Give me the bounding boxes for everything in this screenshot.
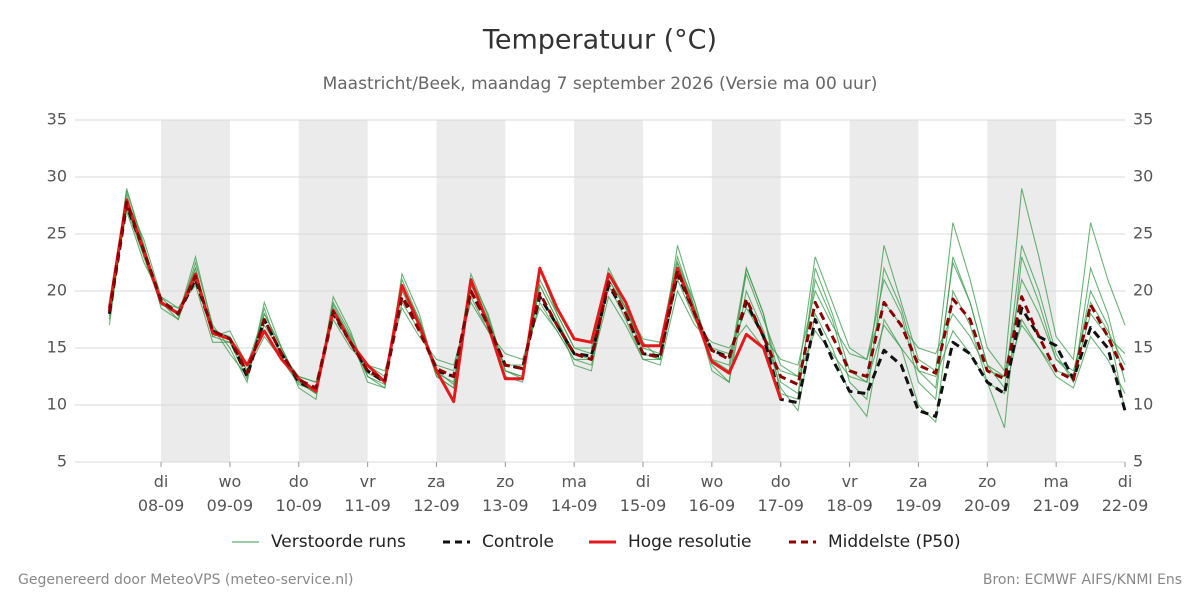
legend-label: Controle [482,532,554,552]
chart-subtitle: Maastricht/Beek, maandag 7 september 202… [323,74,878,94]
x-tick-label: di 08-09 [138,472,185,515]
y-tick-label-right: 25 [1133,224,1153,243]
y-tick-label: 20 [47,281,67,300]
x-tick-label: za 12-09 [413,472,460,515]
x-tick-label: za 19-09 [895,472,942,515]
y-tick-label: 30 [47,167,67,186]
x-tick-label: do 10-09 [276,472,323,515]
y-tick-label-right: 15 [1133,338,1153,357]
legend-label: Verstoorde runs [271,532,406,552]
y-tick-label-right: 5 [1133,452,1143,471]
x-tick-label: wo 16-09 [689,472,736,515]
series-line [107,204,1127,418]
y-tick-label: 10 [47,395,67,414]
y-tick-label: 15 [47,338,67,357]
x-tick-label: do 17-09 [757,472,804,515]
x-tick-label: ma 21-09 [1033,472,1080,515]
y-tick-label-right: 30 [1133,167,1153,186]
x-tick-label: ma 14-09 [551,472,598,515]
x-tick-label: zo 13-09 [482,472,529,515]
x-tick-label: di 22-09 [1102,472,1149,515]
x-tick-label: wo 09-09 [207,472,254,515]
footer-left: Gegenereerd door MeteoVPS (meteo-service… [18,572,353,588]
y-tick-label: 5 [57,452,67,471]
x-tick-label: di 15-09 [620,472,667,515]
y-tick-label-right: 10 [1133,395,1153,414]
y-tick-label: 35 [47,110,67,129]
y-tick-label-right: 35 [1133,110,1153,129]
series-line [107,200,1127,390]
legend-label: Middelste (P50) [828,532,961,552]
x-tick-label: vr 11-09 [344,472,391,515]
legend-label: Hoge resolutie [628,532,752,552]
y-tick-label-right: 20 [1133,281,1153,300]
chart-title: Temperatuur (°C) [482,25,717,56]
y-tick-label: 25 [47,224,67,243]
footer-right: Bron: ECMWF AIFS/KNMI Ens [983,572,1182,588]
x-tick-label: zo 20-09 [964,472,1011,515]
x-tick-label: vr 18-09 [826,472,873,515]
